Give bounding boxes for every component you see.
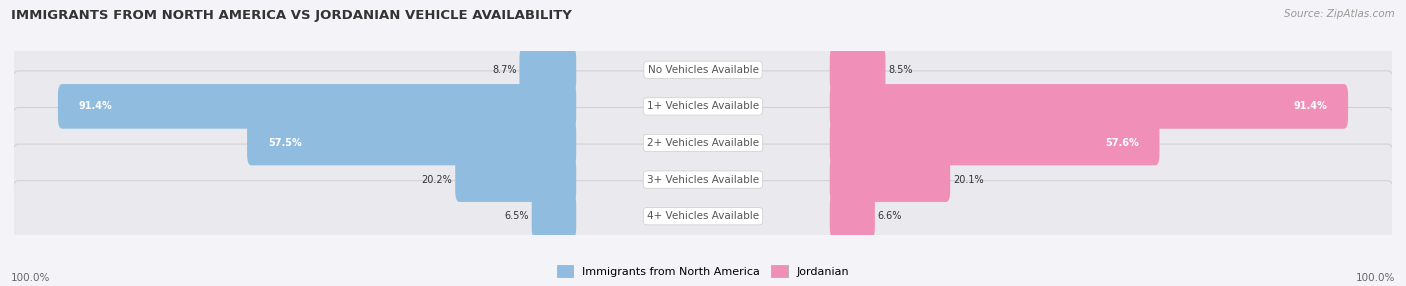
FancyBboxPatch shape [247,121,576,165]
Text: 20.1%: 20.1% [953,175,984,184]
Text: 91.4%: 91.4% [1294,102,1327,111]
FancyBboxPatch shape [11,181,1395,252]
Text: 100.0%: 100.0% [1355,273,1395,283]
Text: 3+ Vehicles Available: 3+ Vehicles Available [647,175,759,184]
FancyBboxPatch shape [830,47,886,92]
Text: 8.5%: 8.5% [889,65,912,75]
Text: 91.4%: 91.4% [79,102,112,111]
FancyBboxPatch shape [830,121,1160,165]
Text: 2+ Vehicles Available: 2+ Vehicles Available [647,138,759,148]
Text: 100.0%: 100.0% [11,273,51,283]
Text: 8.7%: 8.7% [492,65,516,75]
FancyBboxPatch shape [519,47,576,92]
Text: No Vehicles Available: No Vehicles Available [648,65,758,75]
FancyBboxPatch shape [456,157,576,202]
FancyBboxPatch shape [58,84,576,129]
Legend: Immigrants from North America, Jordanian: Immigrants from North America, Jordanian [554,262,852,280]
FancyBboxPatch shape [11,71,1395,142]
Text: IMMIGRANTS FROM NORTH AMERICA VS JORDANIAN VEHICLE AVAILABILITY: IMMIGRANTS FROM NORTH AMERICA VS JORDANI… [11,9,572,21]
Text: 57.6%: 57.6% [1105,138,1139,148]
FancyBboxPatch shape [830,157,950,202]
FancyBboxPatch shape [11,108,1395,178]
Text: 6.5%: 6.5% [505,211,529,221]
Text: Source: ZipAtlas.com: Source: ZipAtlas.com [1284,9,1395,19]
FancyBboxPatch shape [830,194,875,239]
Text: 4+ Vehicles Available: 4+ Vehicles Available [647,211,759,221]
FancyBboxPatch shape [531,194,576,239]
Text: 1+ Vehicles Available: 1+ Vehicles Available [647,102,759,111]
Text: 6.6%: 6.6% [877,211,903,221]
Text: 20.2%: 20.2% [422,175,453,184]
FancyBboxPatch shape [830,84,1348,129]
FancyBboxPatch shape [11,144,1395,215]
Text: 57.5%: 57.5% [267,138,301,148]
FancyBboxPatch shape [11,34,1395,105]
